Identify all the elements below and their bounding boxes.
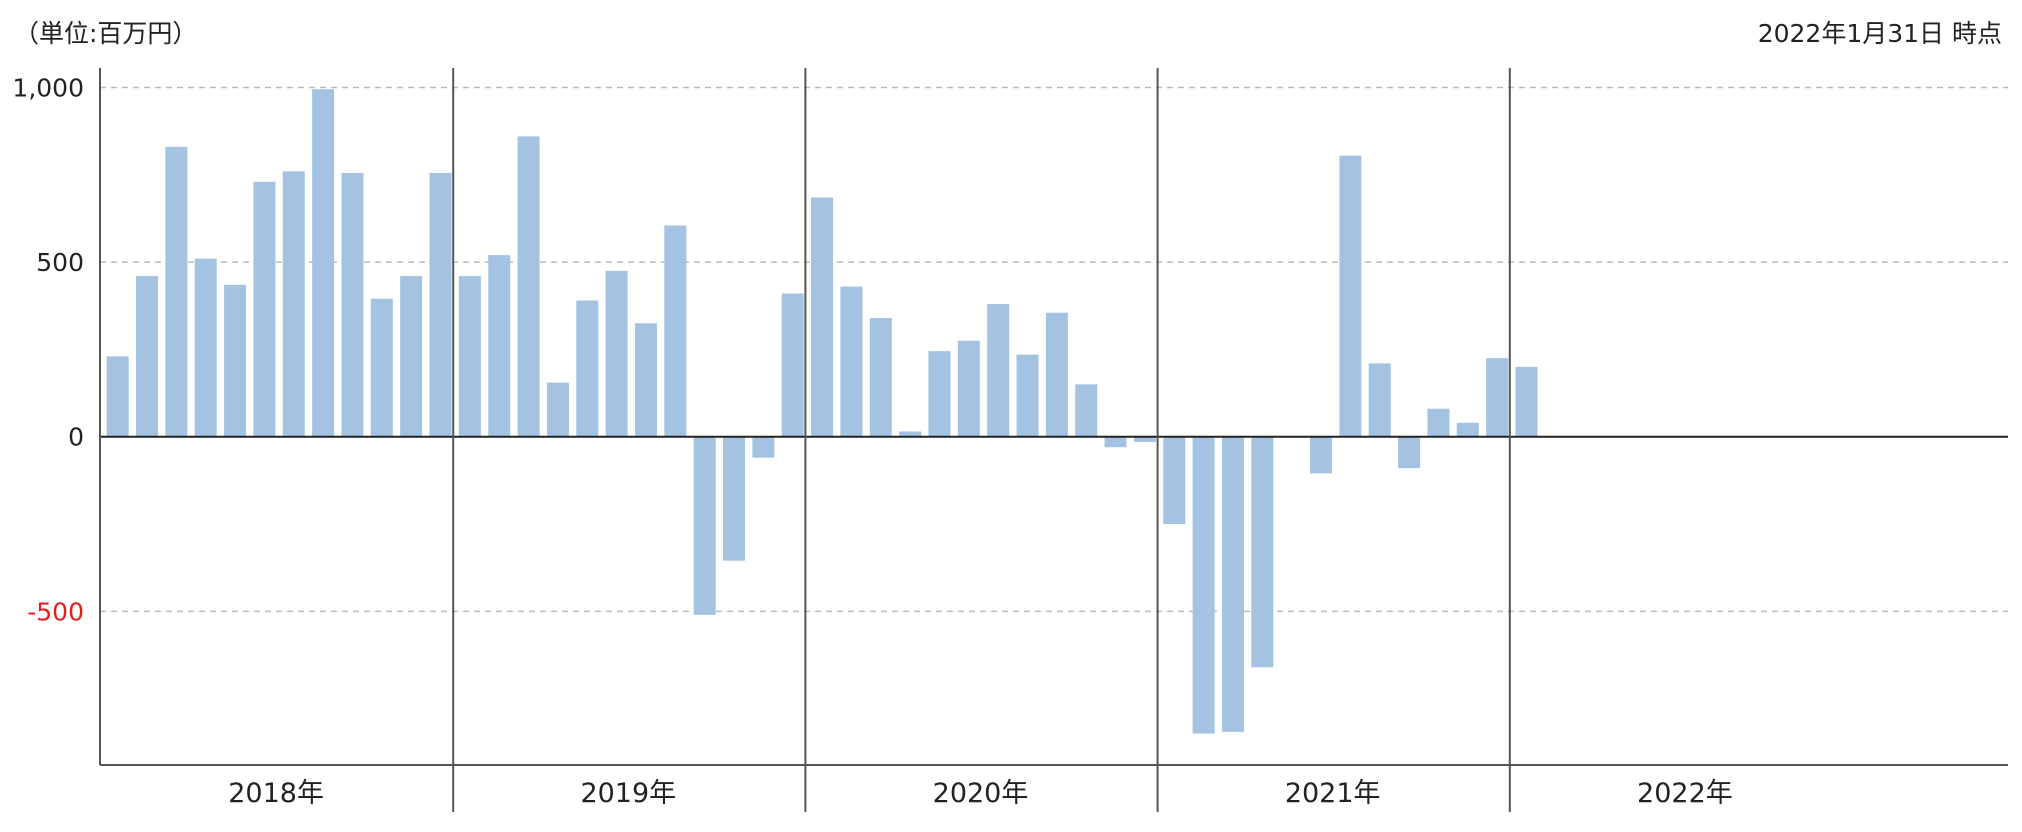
bar	[224, 284, 247, 437]
bar	[1075, 384, 1098, 437]
x-year-label: 2021年	[1285, 778, 1381, 809]
bar	[1104, 436, 1127, 448]
bar	[987, 304, 1010, 437]
bar	[370, 298, 393, 437]
bar	[811, 197, 834, 437]
bar	[517, 136, 540, 437]
bar	[1016, 354, 1039, 437]
x-year-label: 2020年	[933, 778, 1029, 809]
bar	[488, 255, 511, 437]
bar	[664, 225, 687, 437]
bar	[400, 276, 423, 437]
bar	[869, 317, 892, 437]
bar	[1486, 358, 1509, 437]
bar	[928, 351, 951, 437]
bar	[458, 276, 481, 437]
bar	[1163, 436, 1186, 525]
bar	[253, 181, 276, 437]
bar	[546, 382, 569, 437]
bar	[723, 436, 746, 561]
bar	[1398, 436, 1421, 469]
bar	[1427, 408, 1450, 437]
x-year-label: 2019年	[580, 778, 676, 809]
bar	[840, 286, 863, 437]
bar	[1515, 366, 1538, 437]
bar	[1192, 436, 1215, 734]
bar	[341, 173, 364, 437]
x-year-label: 2022年	[1637, 778, 1733, 809]
axis-labels: 1,000 500 0 -500 2018年 2019年 2020年 2021年 2022年	[12, 73, 1732, 809]
bar	[693, 436, 716, 615]
bar	[605, 270, 628, 437]
bar	[165, 146, 188, 437]
y-tick-label: 0	[68, 423, 84, 452]
y-tick-label: 500	[36, 248, 84, 277]
bar	[429, 173, 452, 437]
bar	[1133, 436, 1156, 442]
bar	[312, 89, 335, 437]
axes	[99, 68, 2008, 812]
bar	[1339, 155, 1362, 437]
bar	[1045, 312, 1068, 437]
bar	[781, 293, 804, 437]
bar	[136, 276, 159, 437]
bar	[1456, 422, 1479, 437]
y-tick-label: 1,000	[12, 73, 84, 102]
unit-label: （単位:百万円）	[14, 19, 198, 48]
bar	[1368, 363, 1391, 437]
bar	[957, 340, 980, 437]
bar	[1221, 436, 1244, 732]
bar	[752, 436, 775, 458]
bar	[194, 258, 217, 437]
bar	[1251, 436, 1274, 668]
bar	[282, 171, 305, 437]
x-year-label: 2018年	[228, 778, 324, 809]
as-of-date: 2022年1月31日 時点	[1757, 19, 2002, 48]
bar	[576, 300, 599, 437]
bars	[106, 89, 1538, 734]
bar	[106, 356, 129, 437]
bar	[634, 323, 657, 437]
bar	[1310, 436, 1333, 474]
bar	[899, 431, 922, 437]
y-tick-label: -500	[27, 597, 84, 626]
